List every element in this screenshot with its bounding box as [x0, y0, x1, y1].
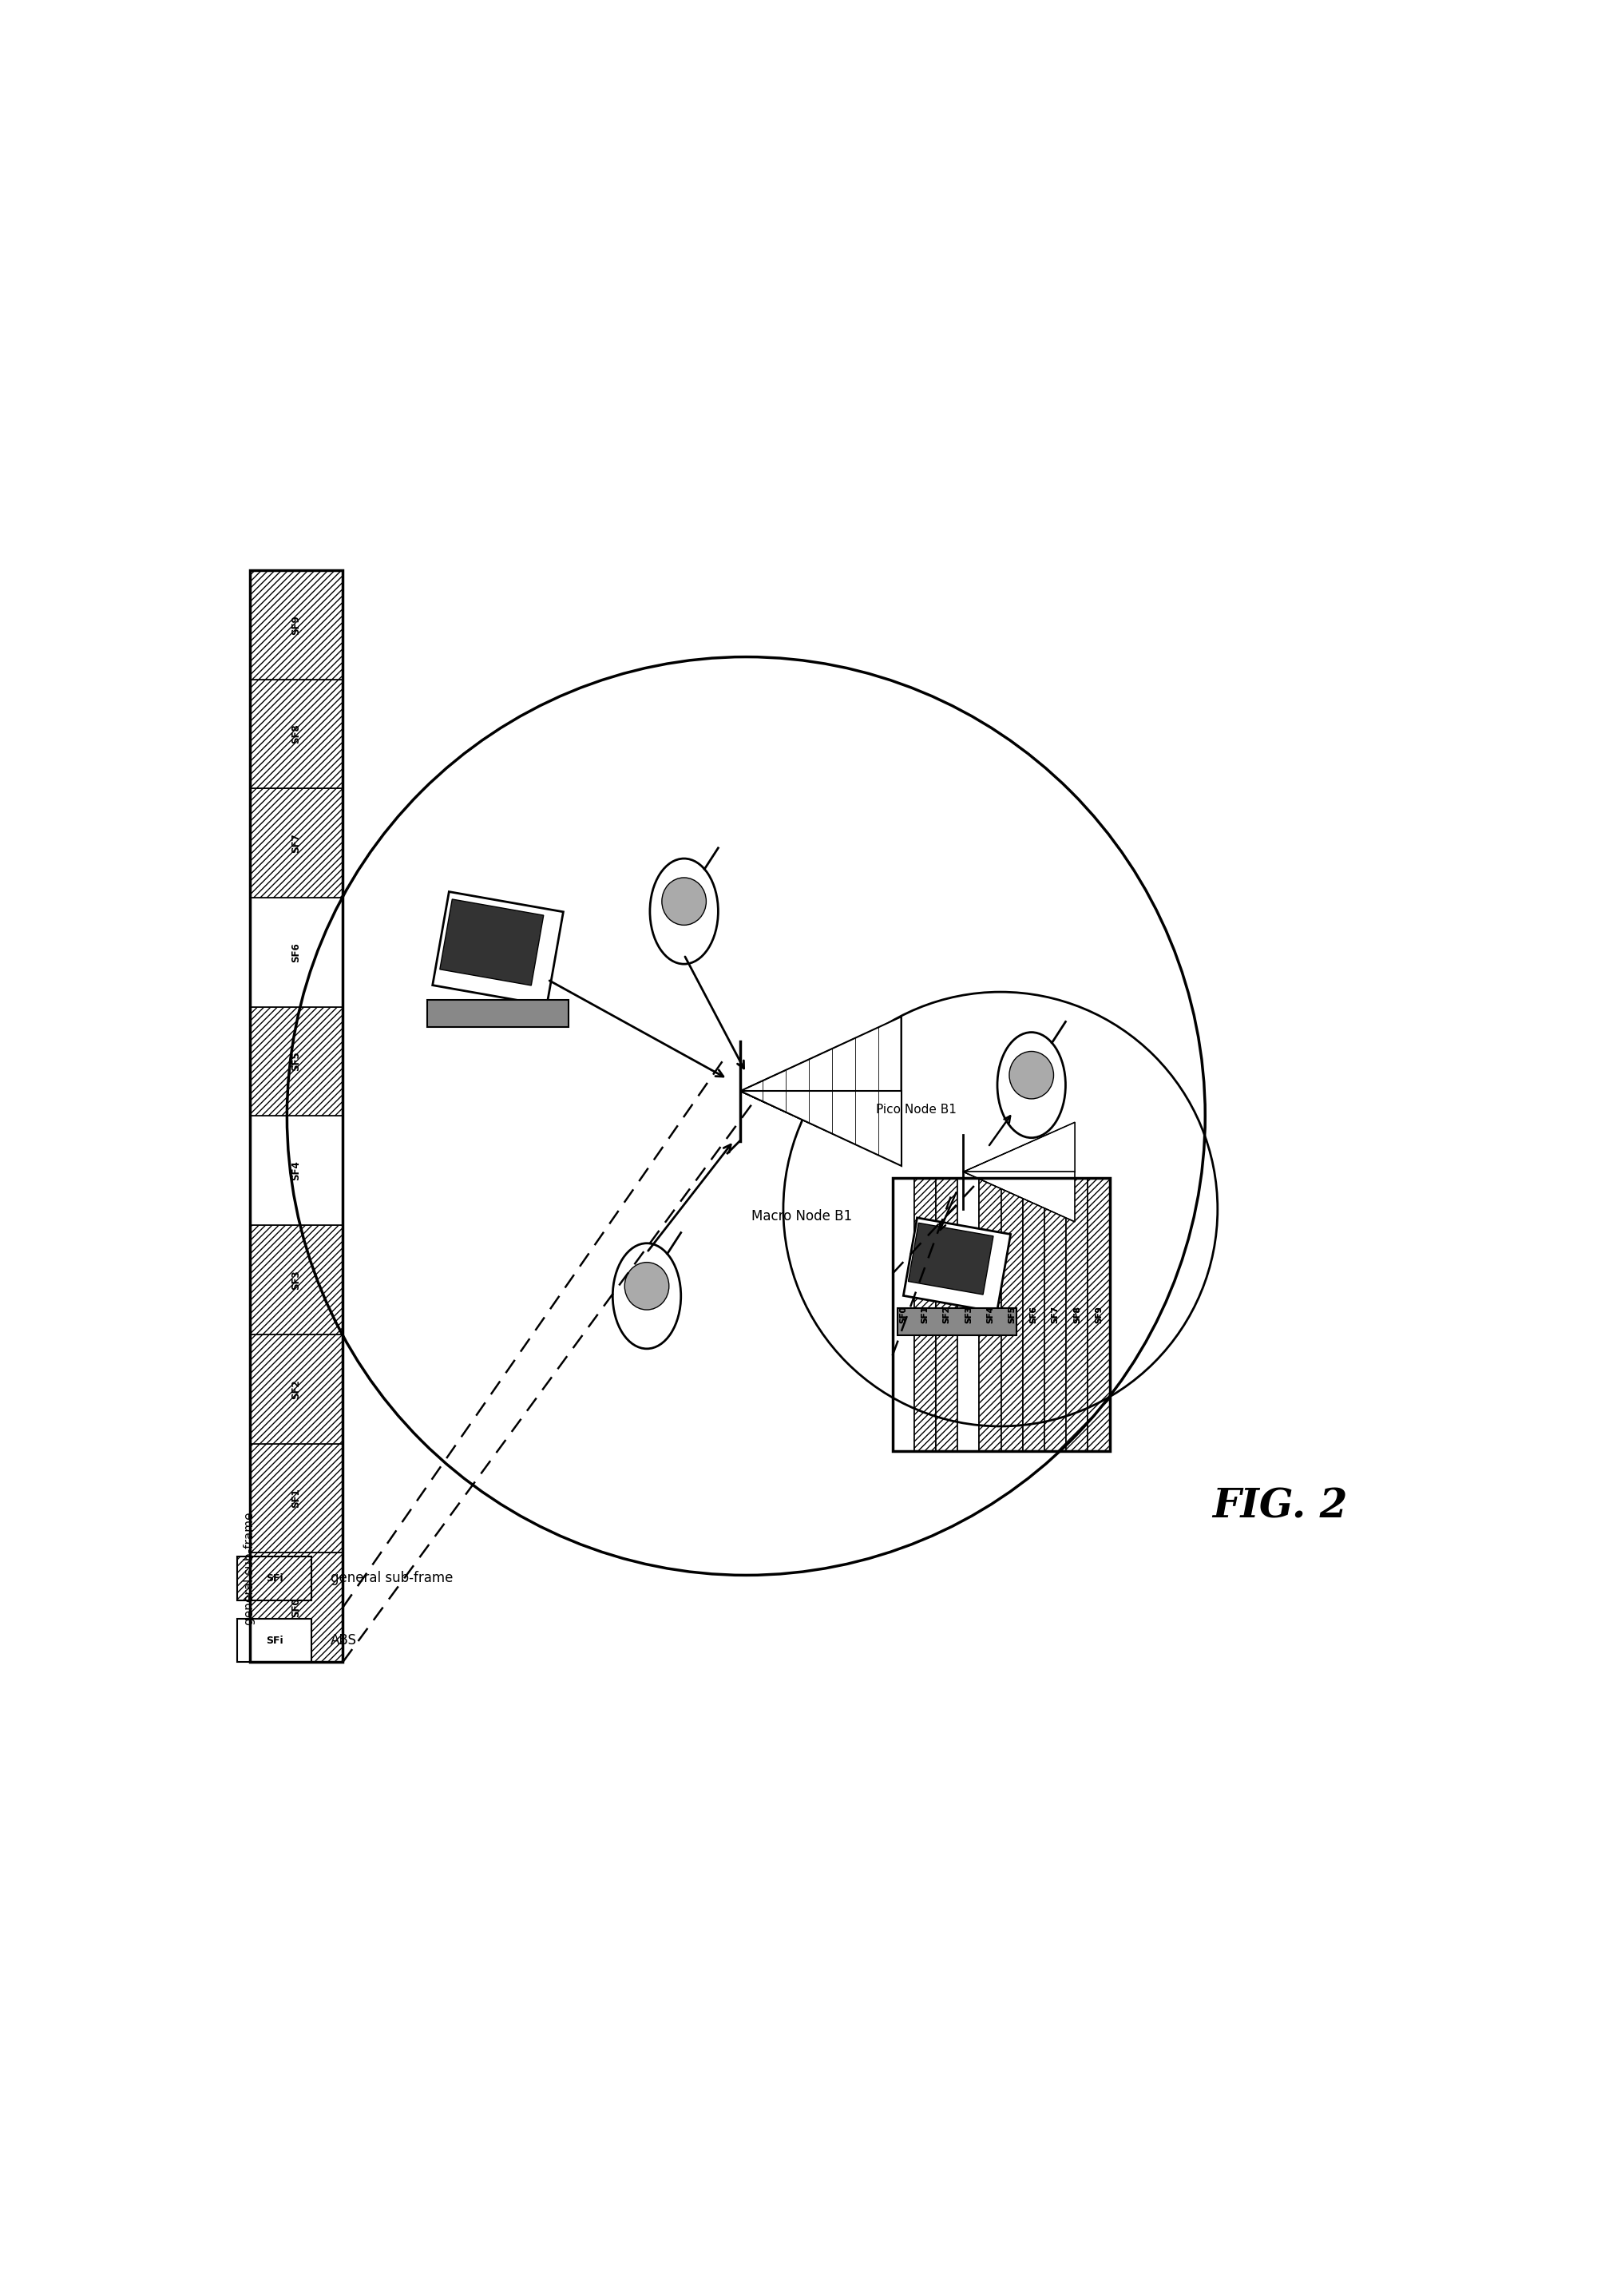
Bar	[250, 1444, 343, 1552]
Text: SF5: SF5	[1009, 1306, 1017, 1322]
Bar	[427, 999, 568, 1026]
Bar	[250, 1334, 343, 1444]
Bar	[1066, 1178, 1089, 1451]
Bar	[914, 1178, 937, 1451]
Text: SF0: SF0	[291, 1598, 301, 1616]
Text: Pico Node B1: Pico Node B1	[876, 1104, 957, 1116]
Text: SF0: SF0	[900, 1306, 908, 1322]
Bar	[937, 1178, 957, 1451]
Bar	[1023, 1178, 1044, 1451]
Text: SF2: SF2	[291, 1380, 301, 1398]
Bar	[250, 1226, 343, 1334]
Bar	[237, 1619, 312, 1662]
Ellipse shape	[613, 1242, 680, 1348]
Bar	[892, 1178, 914, 1451]
Bar	[1023, 1178, 1044, 1451]
Bar	[237, 1557, 312, 1600]
Text: SFi: SFi	[266, 1573, 283, 1584]
Bar	[1044, 1178, 1066, 1451]
Bar	[250, 1552, 343, 1662]
Text: SF4: SF4	[986, 1306, 994, 1322]
Bar	[440, 900, 544, 985]
Text: general sub-frame: general sub-frame	[330, 1570, 453, 1587]
Ellipse shape	[661, 877, 706, 925]
Bar	[1089, 1178, 1109, 1451]
Ellipse shape	[624, 1263, 669, 1309]
Bar	[1001, 1178, 1023, 1451]
Text: SF3: SF3	[291, 1270, 301, 1290]
Bar	[892, 1178, 914, 1451]
Text: SF3: SF3	[964, 1306, 972, 1322]
Text: SF6: SF6	[1029, 1306, 1037, 1322]
Bar	[432, 891, 564, 1006]
Bar	[1044, 1178, 1066, 1451]
Bar	[980, 1178, 1001, 1451]
Text: SF2: SF2	[943, 1306, 951, 1322]
Text: general sub-frame: general sub-frame	[243, 1513, 256, 1626]
Bar	[1089, 1178, 1109, 1451]
Text: SF1: SF1	[921, 1306, 929, 1322]
Text: SF6: SF6	[291, 941, 301, 962]
Text: SF8: SF8	[1073, 1306, 1081, 1322]
Text: SF8: SF8	[291, 723, 301, 744]
Bar	[250, 569, 343, 680]
Text: SF7: SF7	[291, 833, 301, 852]
Text: ABS: ABS	[330, 1632, 357, 1649]
Text: SF4: SF4	[291, 1162, 301, 1180]
Bar	[897, 1309, 1017, 1336]
Bar	[250, 1008, 343, 1116]
Bar	[1001, 1178, 1023, 1451]
Bar	[980, 1178, 1001, 1451]
Polygon shape	[964, 1171, 1074, 1221]
Bar	[937, 1178, 957, 1451]
Text: SFi: SFi	[266, 1635, 283, 1646]
Bar	[903, 1217, 1010, 1311]
Ellipse shape	[1009, 1052, 1053, 1100]
Bar	[1066, 1178, 1089, 1451]
Text: SF5: SF5	[1009, 1306, 1017, 1322]
Ellipse shape	[650, 859, 719, 964]
Bar	[250, 788, 343, 898]
Polygon shape	[964, 1123, 1074, 1171]
Text: SF1: SF1	[921, 1306, 929, 1322]
Bar	[250, 898, 343, 1008]
Text: SF9: SF9	[1095, 1306, 1103, 1322]
Text: SF6: SF6	[1029, 1306, 1037, 1322]
Bar	[892, 1178, 1109, 1451]
Text: FIG. 2: FIG. 2	[1212, 1488, 1346, 1527]
Bar	[914, 1178, 937, 1451]
Bar	[250, 1116, 343, 1226]
Bar	[957, 1178, 980, 1451]
Bar	[908, 1224, 993, 1295]
Text: SF7: SF7	[1052, 1306, 1060, 1322]
Text: SF2: SF2	[943, 1306, 951, 1322]
Text: SF9: SF9	[291, 615, 301, 634]
Bar	[957, 1178, 980, 1451]
Text: SF0: SF0	[900, 1306, 908, 1322]
Text: SF7: SF7	[1052, 1306, 1060, 1322]
Bar	[250, 680, 343, 788]
Text: SF1: SF1	[291, 1488, 301, 1508]
Polygon shape	[740, 1017, 901, 1091]
Ellipse shape	[997, 1033, 1066, 1139]
Text: SF8: SF8	[1073, 1306, 1081, 1322]
Bar	[250, 569, 343, 1662]
Text: SF9: SF9	[1095, 1306, 1103, 1322]
Text: SF5: SF5	[291, 1052, 301, 1072]
Polygon shape	[740, 1091, 901, 1166]
Text: Macro Node B1: Macro Node B1	[751, 1210, 852, 1224]
Text: SF3: SF3	[964, 1306, 972, 1322]
Text: SF4: SF4	[986, 1306, 994, 1322]
